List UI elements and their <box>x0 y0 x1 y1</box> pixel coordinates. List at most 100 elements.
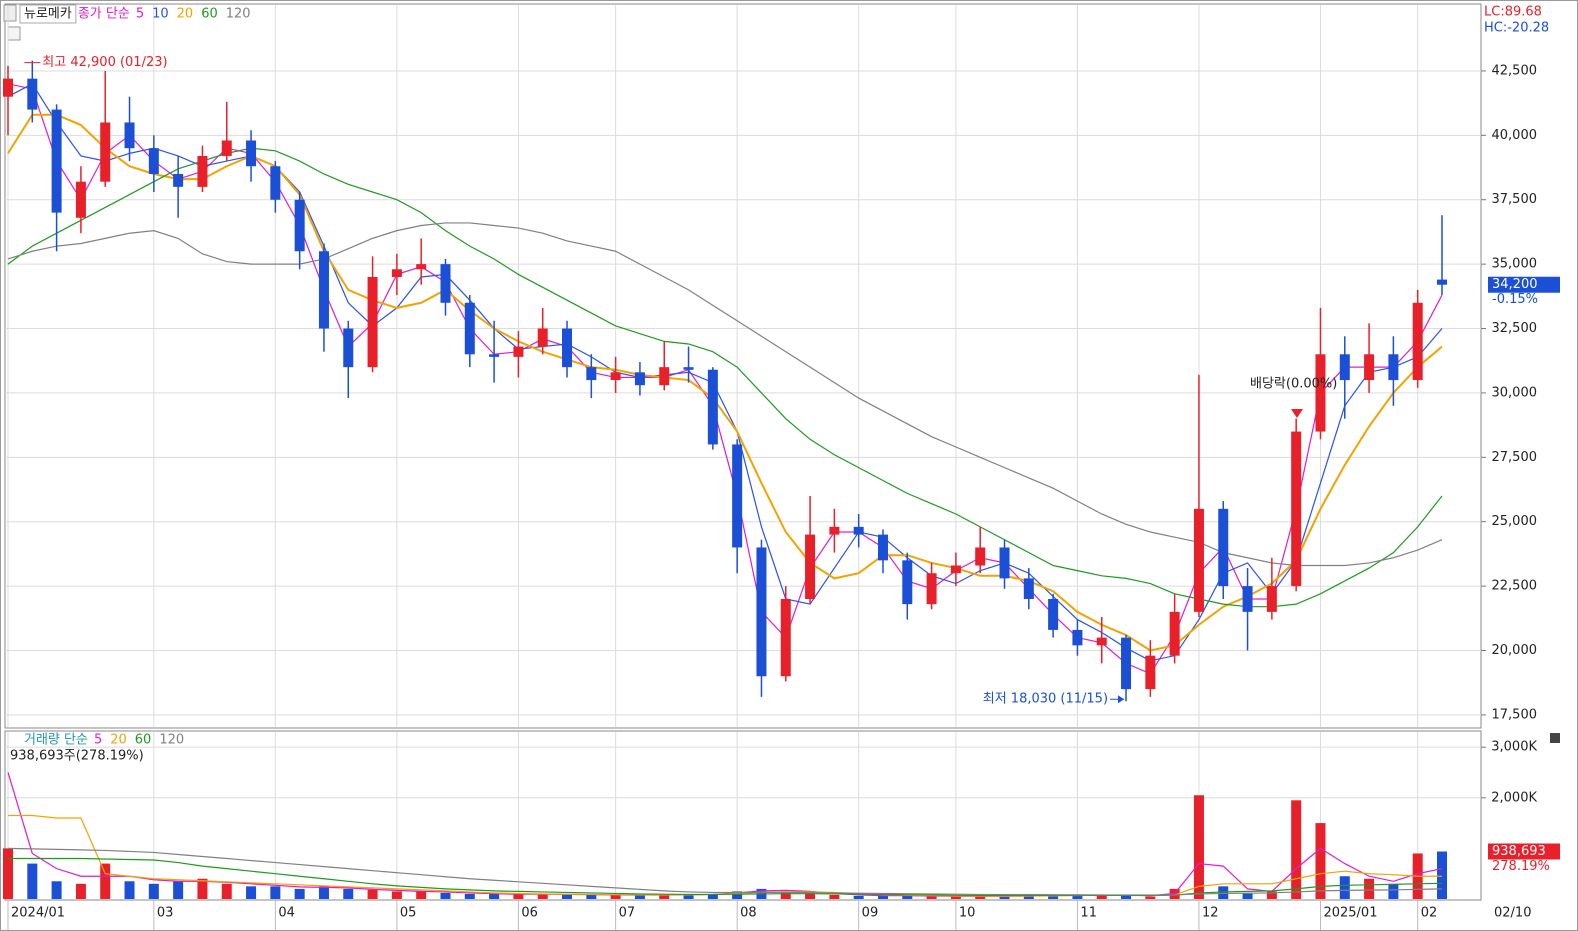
x-tick-label: 06 <box>521 906 538 921</box>
legend-entry: 20 <box>110 733 127 748</box>
volume-bar <box>343 888 354 899</box>
last-volume-change: 278.19% <box>1492 859 1550 874</box>
volume-bar <box>1121 894 1132 899</box>
volume-bar <box>1193 795 1204 899</box>
candle-body <box>1266 586 1277 612</box>
volume-bar <box>853 895 864 899</box>
candle-body <box>586 367 597 381</box>
toggle-button[interactable] <box>7 26 21 41</box>
y-tick-label: 35,000 <box>1492 257 1538 272</box>
legend-entry: 60 <box>135 733 152 748</box>
volume-bar <box>780 891 791 899</box>
candle-body <box>318 251 329 329</box>
volume-bar <box>318 886 329 899</box>
x-tick-label: 03 <box>157 906 174 921</box>
volume-bar <box>1315 823 1326 899</box>
legend-entry: 5 <box>136 7 144 22</box>
candle-body <box>829 526 840 535</box>
volume-bar <box>221 883 232 899</box>
volume-bar <box>391 891 402 899</box>
x-tick-label: 12 <box>1202 906 1219 921</box>
candle-body <box>173 173 184 187</box>
y-tick-label: 37,500 <box>1492 192 1538 207</box>
volume-info: 938,693주(278.19%) <box>10 749 144 764</box>
x-tick-label: 2025/01 <box>1323 906 1377 921</box>
volume-bar <box>246 886 257 899</box>
volume-bar <box>1218 886 1229 899</box>
candle-body <box>537 328 548 347</box>
candle-body <box>513 346 524 357</box>
candle-body <box>902 560 913 605</box>
volume-bar <box>926 896 937 899</box>
last-price-box <box>1488 276 1560 293</box>
y-tick-label: 42,500 <box>1492 63 1538 78</box>
candle-body <box>975 547 986 566</box>
candle-body <box>124 122 135 149</box>
ma-line <box>7 847 1443 896</box>
x-tick-label: 10 <box>959 906 976 921</box>
volume-bar <box>3 848 13 899</box>
candle-body <box>1193 508 1204 612</box>
y-tick-label: 3,000K <box>1491 740 1537 755</box>
legend-entry: 60 <box>201 7 218 22</box>
last-volume-box <box>1488 843 1560 860</box>
candle-body <box>1364 354 1375 381</box>
candle-body <box>464 302 475 355</box>
candle-body <box>877 534 888 561</box>
candle-body <box>926 573 937 605</box>
annotation-low: 최저 18,030 (11/15) <box>983 692 1108 707</box>
y-tick-label: 32,500 <box>1492 321 1538 336</box>
legend-prefix: 거래량 단순 <box>24 733 88 748</box>
y-tick-label: 25,000 <box>1492 514 1538 529</box>
volume-bar <box>1072 894 1083 899</box>
title-box <box>19 4 77 24</box>
volume-bar <box>51 881 62 899</box>
volume-bar <box>683 894 694 899</box>
volume-bar <box>124 881 135 899</box>
candle-body <box>683 367 694 370</box>
candle-body <box>1388 354 1399 381</box>
candle-body <box>294 199 305 252</box>
candle-body <box>343 328 354 368</box>
candle-body <box>1096 637 1107 646</box>
volume-bar <box>999 896 1010 899</box>
candle-body <box>1412 302 1423 381</box>
candle-body <box>1121 637 1132 690</box>
volume-bar <box>197 878 208 899</box>
candle-body <box>707 369 718 445</box>
volume-bar <box>1145 896 1156 899</box>
menu-button[interactable] <box>3 4 17 22</box>
candle-body <box>75 181 86 218</box>
x-tick-label: 05 <box>400 906 417 921</box>
x-tick-label: 08 <box>740 906 757 921</box>
legend-entry: 20 <box>177 7 194 22</box>
candle-body <box>756 547 767 677</box>
volume-bar <box>1023 895 1034 899</box>
x-tick-label: 11 <box>1080 906 1097 921</box>
candle-body <box>221 140 232 156</box>
candle-body <box>270 166 281 200</box>
volume-bar <box>1364 878 1375 899</box>
volume-bar <box>586 894 597 899</box>
candle-body <box>1437 279 1447 285</box>
candle-body <box>732 444 743 548</box>
candle-body <box>1048 598 1059 630</box>
candle-body <box>853 526 864 535</box>
volume-bar <box>440 892 451 899</box>
legend-entry: 120 <box>226 7 251 22</box>
close-button[interactable] <box>1550 733 1560 743</box>
candle-body <box>367 277 378 368</box>
volume-bar <box>610 894 621 899</box>
candle-body <box>1242 586 1253 612</box>
candle-body <box>610 372 621 381</box>
candle-body <box>1315 354 1326 432</box>
volume-bar <box>1388 883 1399 899</box>
y-tick-label: 40,000 <box>1492 128 1538 143</box>
y-tick-label: 17,500 <box>1492 707 1538 722</box>
annotation-event: 배당락(0.00%) <box>1250 377 1337 392</box>
volume-bar <box>537 893 548 899</box>
price-panel <box>4 3 1482 729</box>
volume-bar <box>270 886 281 899</box>
